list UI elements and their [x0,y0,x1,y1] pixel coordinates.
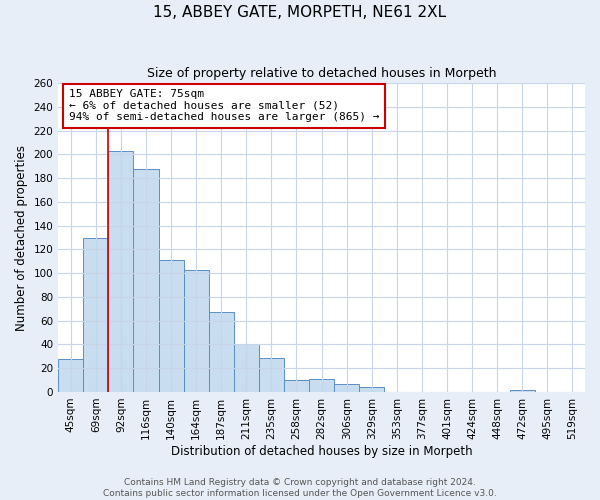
Text: Contains HM Land Registry data © Crown copyright and database right 2024.
Contai: Contains HM Land Registry data © Crown c… [103,478,497,498]
Text: 15, ABBEY GATE, MORPETH, NE61 2XL: 15, ABBEY GATE, MORPETH, NE61 2XL [154,5,446,20]
Bar [184,270,209,392]
Bar [58,358,83,392]
Bar [259,358,284,392]
Text: 15 ABBEY GATE: 75sqm
← 6% of detached houses are smaller (52)
94% of semi-detach: 15 ABBEY GATE: 75sqm ← 6% of detached ho… [69,89,379,122]
Bar [234,344,259,392]
Bar [209,312,234,392]
Bar [359,387,385,392]
Bar [109,151,133,392]
Bar [83,238,109,392]
Title: Size of property relative to detached houses in Morpeth: Size of property relative to detached ho… [147,68,496,80]
Bar [510,390,535,392]
X-axis label: Distribution of detached houses by size in Morpeth: Distribution of detached houses by size … [171,444,472,458]
Bar [284,380,309,392]
Y-axis label: Number of detached properties: Number of detached properties [15,144,28,330]
Bar [133,168,158,392]
Bar [158,260,184,392]
Bar [334,384,359,392]
Bar [309,379,334,392]
